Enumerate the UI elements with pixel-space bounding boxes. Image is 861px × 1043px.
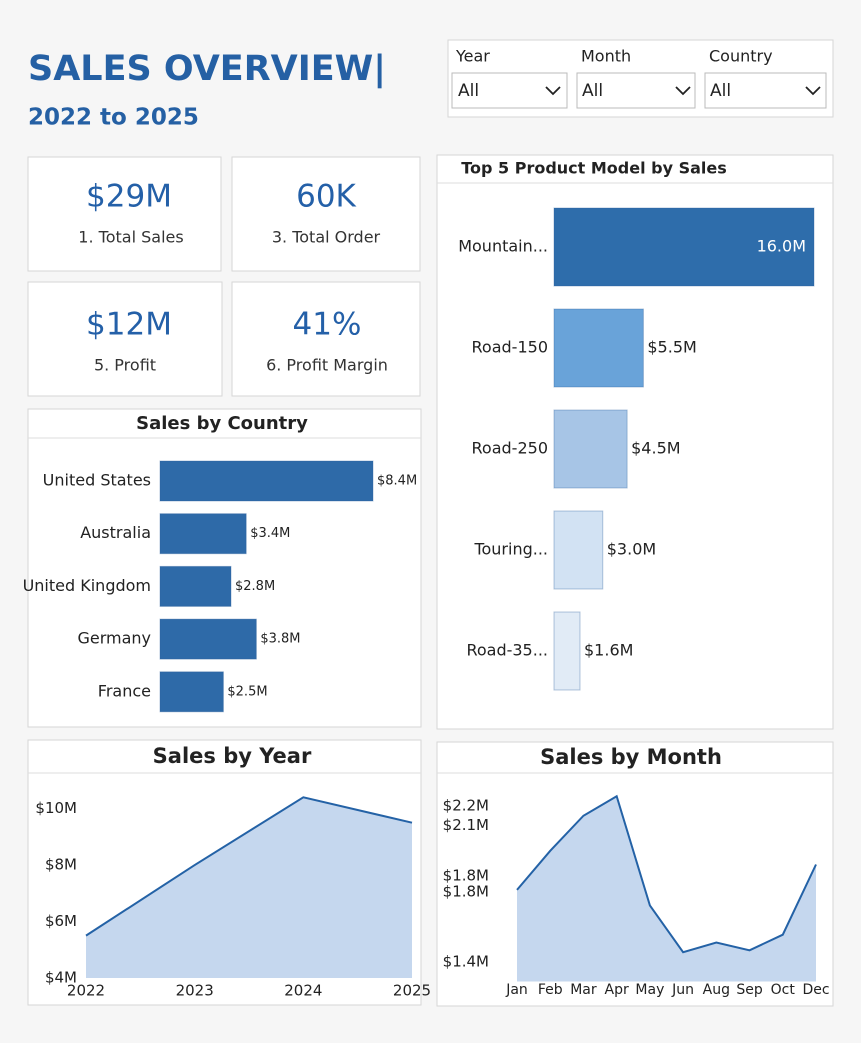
- y-tick-label: $2.2M: [443, 797, 489, 815]
- chevron: [805, 86, 821, 96]
- line: [85, 796, 413, 937]
- category-label: Australia: [80, 523, 151, 542]
- subtitle: 2022 to 2025: [28, 105, 199, 131]
- bar: [159, 565, 232, 607]
- category-label: Touring...: [473, 540, 548, 559]
- value-label: $3.8M: [260, 632, 300, 647]
- kpi-value: 60K: [296, 179, 356, 215]
- x-tick-label: Oct: [771, 982, 796, 998]
- x-tick-label: Feb: [538, 982, 563, 998]
- panel-title: Top 5 Product Model by Sales: [461, 159, 727, 178]
- y-tick-label: $2.1M: [443, 816, 489, 834]
- filter-label: Month: [581, 47, 631, 66]
- category-label: United Kingdom: [23, 576, 151, 595]
- x-tick-label: 2025: [393, 982, 431, 1000]
- y-tick-label: $4M: [45, 969, 77, 987]
- value-label: $2.5M: [227, 684, 267, 699]
- kpi-label: 1. Total Sales: [78, 228, 183, 247]
- y-tick-label: $6M: [45, 912, 77, 930]
- dropdown[interactable]: [451, 72, 568, 109]
- x-tick-label: Sep: [736, 982, 763, 998]
- dropdown[interactable]: [576, 72, 696, 109]
- dropdown-value: All: [582, 81, 603, 101]
- x-tick-label: Aug: [703, 982, 730, 998]
- kpi-card: [231, 156, 421, 272]
- value-label: $1.6M: [584, 641, 633, 660]
- y-tick-label: $10M: [35, 799, 77, 817]
- category-label: Germany: [77, 629, 151, 648]
- x-tick-label: Jun: [671, 982, 694, 998]
- x-tick-label: May: [635, 982, 664, 998]
- filter-label: Year: [455, 47, 490, 66]
- value-label: $8.4M: [377, 474, 417, 489]
- filter-label: Country: [709, 47, 773, 66]
- title: SALES OVERVIEW|: [28, 49, 386, 89]
- bar: [553, 308, 644, 388]
- filter[interactable]: Country All: [704, 47, 827, 109]
- filter[interactable]: Year All: [451, 47, 568, 109]
- value-label: $3.4M: [250, 526, 290, 541]
- category-label: France: [98, 681, 151, 700]
- kpi-label: 5. Profit: [94, 356, 156, 375]
- category-label: Road-150: [472, 338, 548, 357]
- category-label: Road-35...: [466, 641, 548, 660]
- value-label: $2.8M: [235, 579, 275, 594]
- bar: [159, 618, 257, 660]
- kpi-label: 6. Profit Margin: [266, 356, 388, 375]
- line: [516, 794, 817, 954]
- kpi-value: $29M: [86, 179, 172, 215]
- bar: [553, 510, 604, 590]
- area: [517, 796, 816, 982]
- x-tick-label: Dec: [802, 982, 829, 998]
- bar: [159, 671, 224, 713]
- kpi-label: 3. Total Order: [272, 228, 381, 247]
- kpi-card: [27, 281, 223, 397]
- x-tick-label: 2024: [284, 982, 322, 1000]
- bar: [553, 409, 628, 489]
- dropdown[interactable]: [704, 72, 827, 109]
- value-label: $3.0M: [607, 540, 656, 559]
- area: [86, 797, 412, 978]
- chevron: [545, 86, 561, 96]
- kpi-card: [27, 156, 222, 272]
- x-tick-label: Mar: [570, 982, 597, 998]
- kpi-value: $12M: [86, 307, 172, 343]
- dropdown-value: All: [710, 81, 731, 101]
- bar: [553, 611, 581, 691]
- category-label: Road-250: [472, 439, 548, 458]
- bar: [159, 513, 247, 555]
- x-tick-label: Apr: [605, 982, 629, 998]
- dropdown-value: All: [458, 81, 479, 101]
- category-label: United States: [43, 471, 151, 490]
- value-label: 16.0M: [757, 237, 806, 256]
- value-label: $4.5M: [631, 439, 680, 458]
- value-label: $5.5M: [647, 338, 696, 357]
- y-tick-label: $8M: [45, 856, 77, 874]
- panel-title: Sales by Country: [136, 413, 308, 434]
- y-tick-label: $1.4M: [443, 953, 489, 971]
- bar: [159, 460, 374, 502]
- panel-title: Sales by Year: [153, 744, 312, 768]
- y-tick-label: $1.8M: [443, 867, 489, 885]
- category-label: Mountain...: [458, 237, 548, 256]
- x-tick-label: Jan: [505, 982, 528, 998]
- kpi-value: 41%: [293, 307, 362, 343]
- y-tick-label: $1.8M: [443, 882, 489, 900]
- filter[interactable]: Month All: [576, 47, 696, 109]
- kpi-card: [231, 281, 421, 397]
- x-tick-label: 2022: [67, 982, 105, 1000]
- chevron: [675, 86, 691, 96]
- panel-title: Sales by Month: [540, 745, 722, 769]
- bar: [553, 207, 815, 287]
- x-tick-label: 2023: [176, 982, 214, 1000]
